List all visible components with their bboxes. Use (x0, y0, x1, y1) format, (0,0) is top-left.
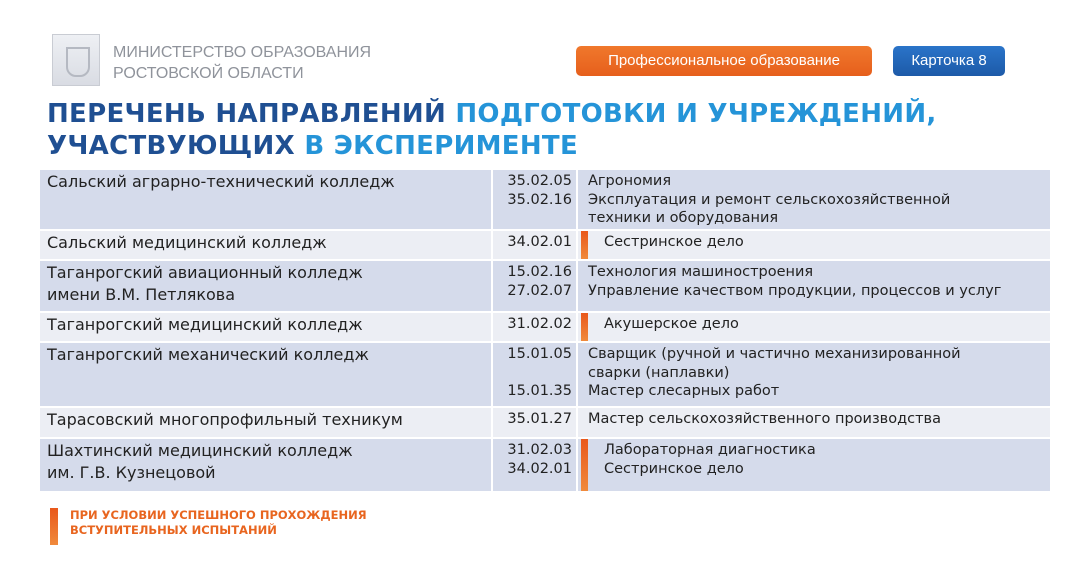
program-name-line: Лабораторная диагностика (604, 442, 816, 458)
program-code: 31.02.02 (507, 316, 572, 332)
program-code: 31.02.03 (507, 442, 572, 458)
program-code: 15.02.16 (507, 264, 572, 280)
program-name-line: Агрономия (588, 173, 672, 189)
org-line-2: РОСТОВСКОЙ ОБЛАСТИ (113, 65, 304, 82)
institution-name-line: им. Г.В. Кузнецовой (47, 463, 216, 482)
program-cell: Акушерское дело (578, 313, 1050, 341)
title-line2-light: В ЭКСПЕРИМЕНТЕ (304, 131, 579, 161)
code-cell: 34.02.01 (493, 231, 578, 259)
footnote-line-2: ВСТУПИТЕЛЬНЫХ ИСПЫТАНИЙ (70, 523, 277, 537)
program-code: 34.02.01 (507, 460, 572, 477)
program-name-line: Эксплуатация и ремонт сельскохозяйственн… (588, 191, 951, 208)
org-line-1: МИНИСТЕРСТВО ОБРАЗОВАНИЯ (113, 44, 372, 61)
institution-name-line: имени В.М. Петлякова (47, 285, 236, 304)
institution-cell: Сальский аграрно-технический колледж (40, 170, 493, 229)
institution-cell: Таганрогский медицинский колледж (40, 313, 493, 341)
code-spacer (493, 364, 572, 383)
code-cell: 31.02.03 34.02.01 (493, 439, 578, 491)
institution-cell: Сальский медицинский колледж (40, 231, 493, 259)
institution-name-line: Тарасовский многопрофильный техникум (47, 410, 403, 429)
footnote: ПРИ УСЛОВИИ УСПЕШНОГО ПРОХОЖДЕНИЯ ВСТУПИ… (50, 508, 367, 545)
table-row: Таганрогский авиационный колледж имени В.… (40, 261, 1050, 311)
program-cell: Лабораторная диагностика Сестринское дело (578, 439, 1050, 491)
institutions-table: Сальский аграрно-технический колледж 35.0… (40, 170, 1050, 493)
program-code: 35.01.27 (507, 411, 572, 427)
code-cell: 15.01.05 15.01.35 (493, 343, 578, 406)
program-code: 35.02.16 (507, 191, 572, 208)
program-code: 27.02.07 (507, 282, 572, 299)
institution-cell: Шахтинский медицинский колледж им. Г.В. К… (40, 439, 493, 491)
institution-name-line: Шахтинский медицинский колледж (47, 441, 353, 460)
table-row: Таганрогский медицинский колледж 31.02.02… (40, 313, 1050, 341)
institution-name-line: Сальский аграрно-технический колледж (47, 172, 395, 191)
code-cell: 31.02.02 (493, 313, 578, 341)
institution-name-line: Сальский медицинский колледж (47, 233, 327, 252)
table-row: Таганрогский механический колледж 15.01.0… (40, 343, 1050, 406)
institution-cell: Таганрогский механический колледж (40, 343, 493, 406)
code-cell: 35.01.27 (493, 408, 578, 437)
institution-name-line: Таганрогский механический колледж (47, 345, 369, 364)
program-cell: Сестринское дело (578, 231, 1050, 259)
program-cell: Сварщик (ручной и частично механизирован… (578, 343, 1050, 406)
program-code: 34.02.01 (507, 234, 572, 250)
program-cell: Мастер сельскохозяйственного производств… (578, 408, 1050, 437)
program-cell: Агрономия Эксплуатация и ремонт сельскохо… (578, 170, 1050, 229)
program-name-line: Сестринское дело (604, 234, 744, 250)
footnote-line-1: ПРИ УСЛОВИИ УСПЕШНОГО ПРОХОЖДЕНИЯ (70, 508, 367, 522)
title-line1-dark: ПЕРЕЧЕНЬ НАПРАВЛЕНИЙ (47, 99, 456, 129)
card-number-badge: Карточка 8 (893, 46, 1005, 76)
coat-of-arms-logo (52, 34, 100, 86)
category-badge: Профессиональное образование (576, 46, 872, 76)
institution-cell: Таганрогский авиационный колледж имени В.… (40, 261, 493, 311)
institution-name-line: Таганрогский авиационный колледж (47, 263, 363, 282)
institution-name-line: Таганрогский медицинский колледж (47, 315, 363, 334)
code-spacer (493, 209, 572, 228)
table-row: Сальский аграрно-технический колледж 35.0… (40, 170, 1050, 229)
program-name-line: Мастер слесарных работ (588, 383, 780, 399)
program-cell: Технология машиностроения Управление каче… (578, 261, 1050, 311)
program-code: 15.01.05 (507, 346, 572, 362)
program-name-line: техники и оборудования (588, 210, 779, 226)
program-code: 15.01.35 (507, 383, 572, 399)
code-cell: 15.02.16 27.02.07 (493, 261, 578, 311)
table-row: Сальский медицинский колледж 34.02.01 Сест… (40, 231, 1050, 259)
ministry-name: МИНИСТЕРСТВО ОБРАЗОВАНИЯ РОСТОВСКОЙ ОБЛА… (113, 42, 371, 84)
program-name-line: сварки (наплавки) (588, 364, 730, 381)
program-code: 35.02.05 (507, 173, 572, 189)
program-name-line: Управление качеством продукции, процессо… (588, 282, 1002, 299)
table-row: Шахтинский медицинский колледж им. Г.В. К… (40, 439, 1050, 491)
institution-cell: Тарасовский многопрофильный техникум (40, 408, 493, 437)
program-name-line: Сестринское дело (604, 460, 744, 477)
page-title: ПЕРЕЧЕНЬ НАПРАВЛЕНИЙ ПОДГОТОВКИ И УЧРЕЖД… (47, 98, 937, 162)
title-line2-dark: УЧАСТВУЮЩИХ (47, 131, 305, 161)
program-name-line: Технология машиностроения (588, 264, 814, 280)
code-cell: 35.02.05 35.02.16 (493, 170, 578, 229)
program-name-line: Сварщик (ручной и частично механизирован… (588, 346, 961, 362)
table-row: Тарасовский многопрофильный техникум 35.0… (40, 408, 1050, 437)
program-name-line: Акушерское дело (604, 316, 739, 332)
title-line1-light: ПОДГОТОВКИ И УЧРЕЖДЕНИЙ, (455, 99, 937, 129)
program-name-line: Мастер сельскохозяйственного производств… (588, 411, 941, 427)
